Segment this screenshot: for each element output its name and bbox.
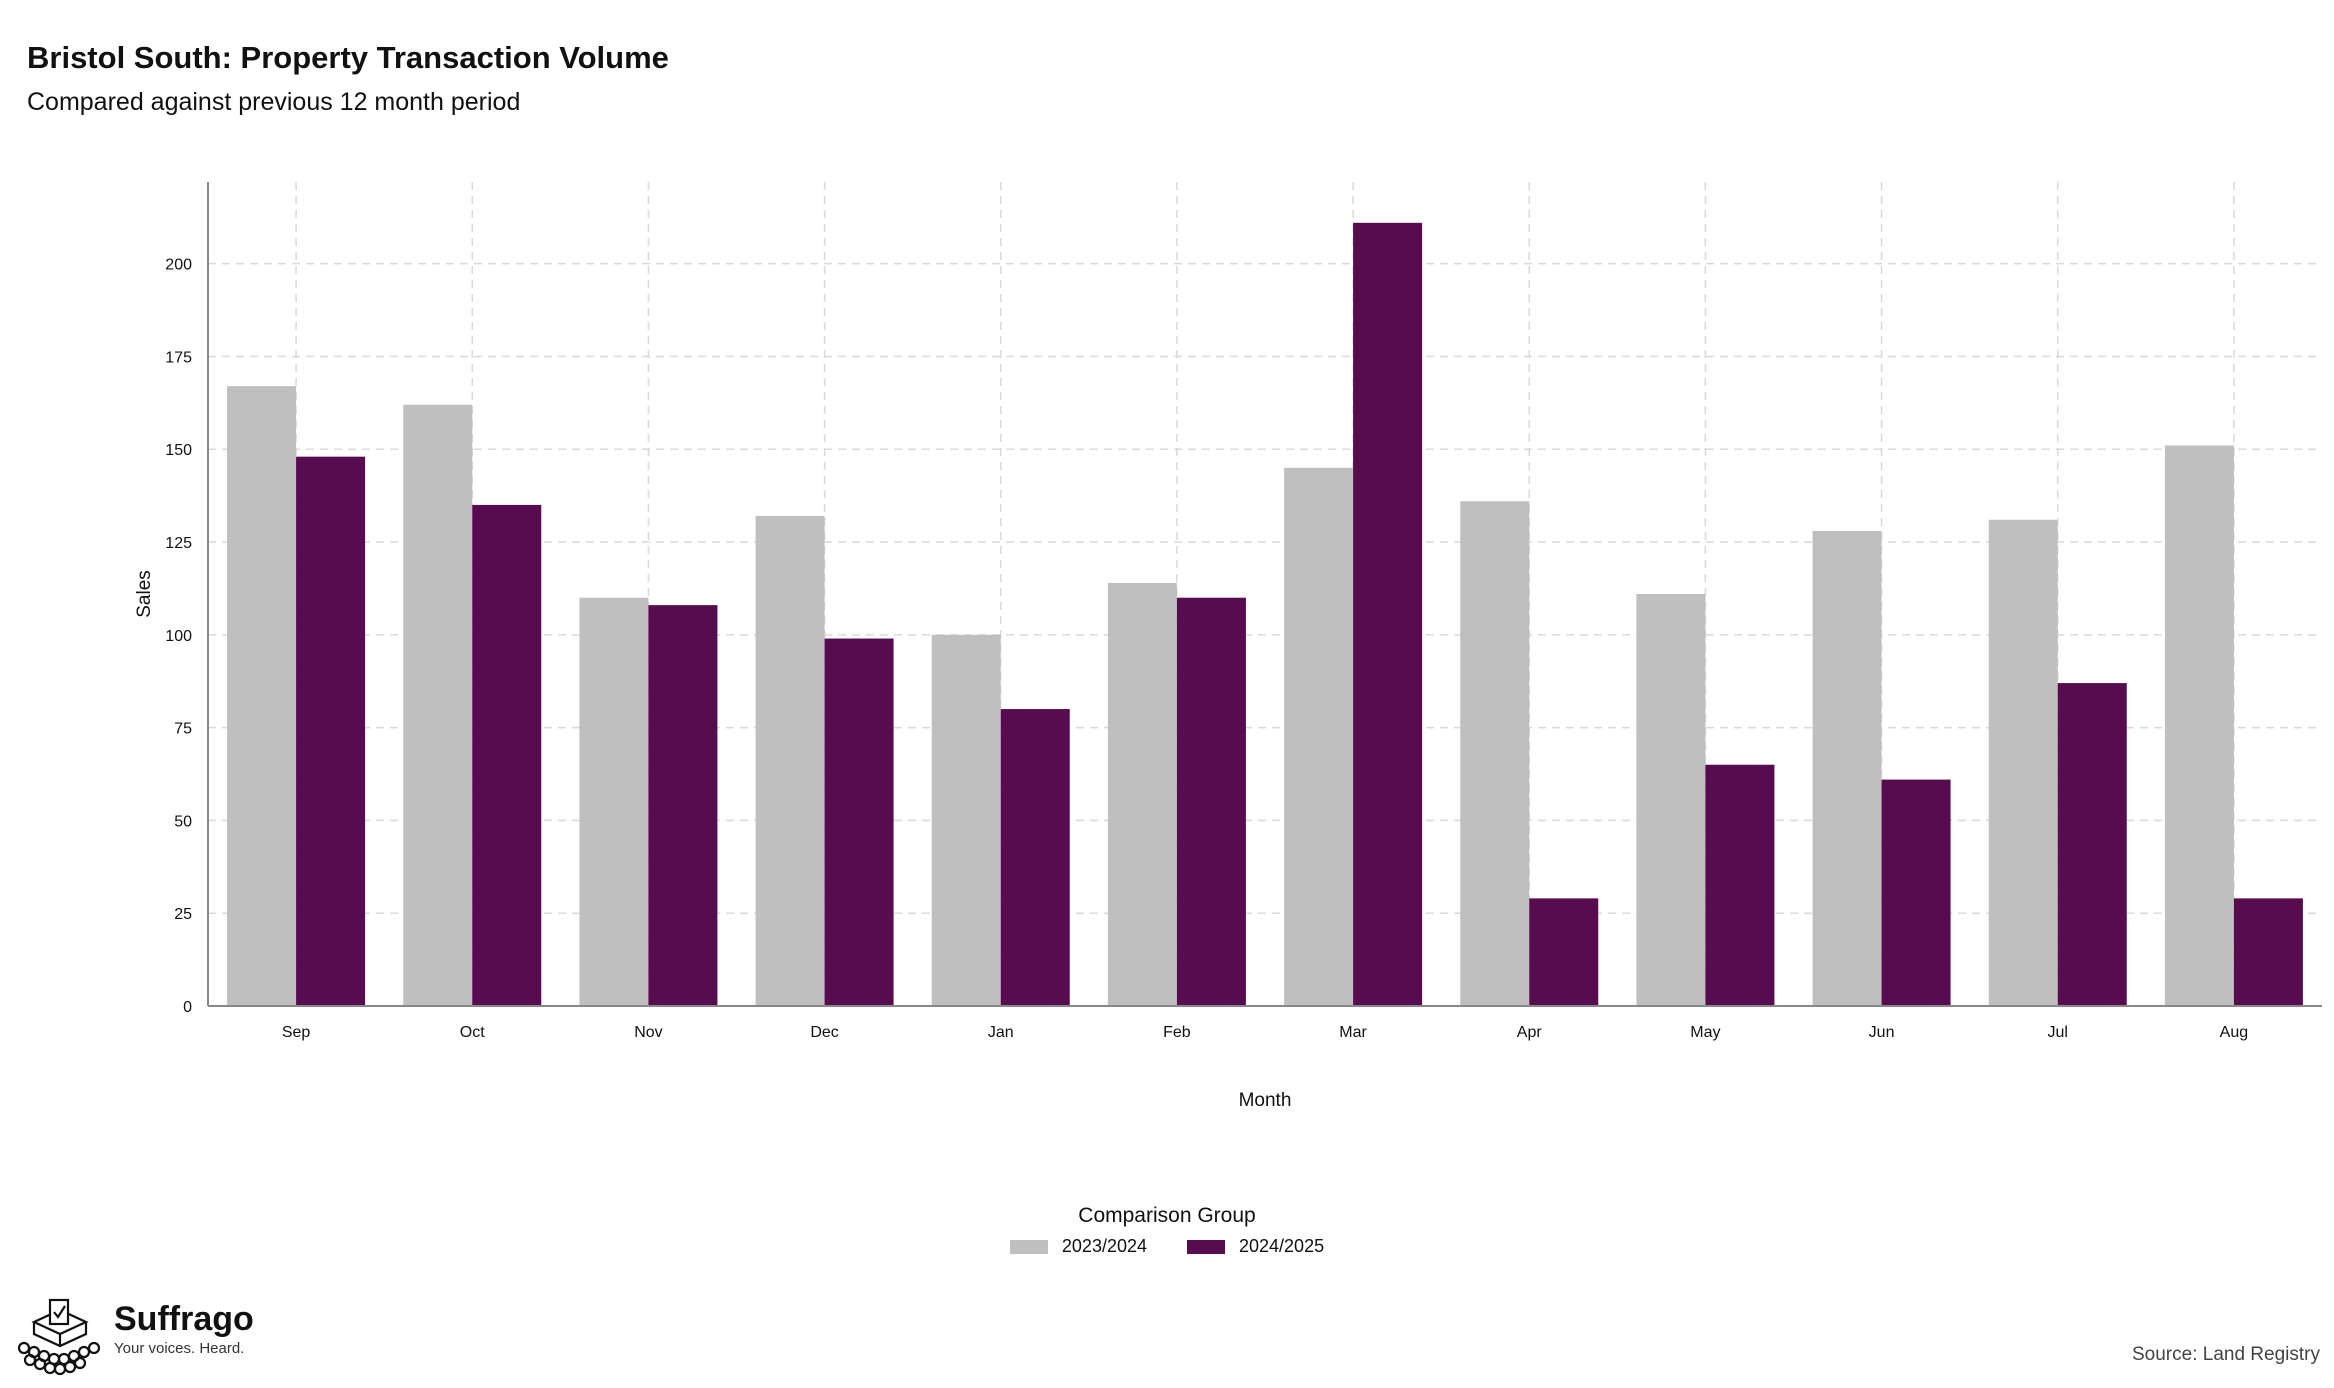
y-axis-title: Sales (134, 570, 155, 618)
legend-swatch-2023-2024 (1009, 1239, 1048, 1254)
x-tick-label: Mar (1339, 1024, 1367, 1041)
bar-2023-2024-feb (1107, 582, 1177, 1006)
x-tick-label: Apr (1517, 1024, 1543, 1041)
y-tick-label: 125 (165, 535, 192, 552)
legend-title: Comparison Group (1078, 1204, 1256, 1227)
x-tick-label: Jun (1869, 1024, 1895, 1041)
bar-2024-2025-may (1705, 764, 1775, 1006)
legend: Comparison Group 2023/2024 2024/2025 (0, 1204, 2334, 1257)
bar-2023-2024-jul (1988, 519, 2058, 1006)
bar-2024-2025-jun (1881, 779, 1951, 1006)
source-note: Source: Land Registry (2132, 1344, 2320, 1365)
y-tick-label: 25 (174, 906, 192, 923)
y-tick-label: 150 (165, 442, 192, 459)
y-tick-label: 200 (165, 257, 192, 274)
bar-2024-2025-nov (648, 605, 718, 1006)
y-tick-label: 50 (174, 813, 192, 830)
tick-labels: 0 25 50 75 100 125 150 175 200 Sep Oct Nov Dec Jan Feb… (165, 257, 2248, 1041)
brand-name: Suffrago (114, 1300, 254, 1338)
legend-item-2024-2025: 2024/2025 (1187, 1236, 1324, 1257)
chart-title: Bristol South: Property Transaction Volu… (27, 40, 669, 75)
x-tick-label: Feb (1163, 1024, 1191, 1041)
bar-2024-2025-dec (824, 638, 894, 1006)
y-tick-label: 0 (183, 999, 192, 1016)
bar-2023-2024-jun (1812, 530, 1882, 1006)
bar-2023-2024-aug (2164, 445, 2234, 1007)
bar-chart: 0 25 50 75 100 125 150 175 200 Sep Oct Nov Dec Jan Feb… (134, 182, 2322, 1111)
axes (207, 182, 2322, 1007)
bar-2024-2025-jul (2057, 683, 2127, 1006)
bar-2023-2024-dec (755, 516, 825, 1006)
x-tick-label: May (1690, 1024, 1720, 1041)
legend-label-2024-2025: 2024/2025 (1239, 1236, 1325, 1256)
y-tick-label: 100 (165, 628, 192, 645)
x-tick-label: Sep (282, 1024, 311, 1041)
bar-2024-2025-aug (2233, 898, 2303, 1006)
legend-swatch-2024-2025 (1187, 1239, 1225, 1254)
chart-subtitle: Compared against previous 12 month perio… (27, 88, 521, 116)
bar-2024-2025-apr (1529, 898, 1599, 1006)
bar-2024-2025-mar (1353, 222, 1423, 1006)
y-tick-label: 75 (174, 721, 192, 738)
bar-2023-2024-nov (579, 597, 649, 1006)
x-tick-label: Oct (460, 1024, 485, 1041)
bar-2024-2025-jan (1000, 709, 1070, 1006)
brand-tagline: Your voices. Heard. (114, 1340, 245, 1357)
x-axis-title: Month (1239, 1090, 1292, 1111)
bar-2023-2024-oct (403, 404, 473, 1006)
bar-2023-2024-mar (1284, 467, 1354, 1007)
legend-item-2023-2024: 2023/2024 (1009, 1236, 1147, 1257)
legend-label-2023-2024: 2023/2024 (1061, 1236, 1147, 1256)
x-tick-label: Jul (2048, 1024, 2068, 1041)
x-tick-label: Aug (2220, 1024, 2248, 1041)
bar-2024-2025-oct (472, 504, 542, 1006)
bars (227, 222, 2303, 1007)
bar-2024-2025-feb (1176, 597, 1246, 1006)
ballot-box-icon (17, 1298, 101, 1376)
bar-2024-2025-sep (296, 456, 366, 1007)
brand-logo: Suffrago Your voices. Heard. (14, 1296, 254, 1376)
bar-2023-2024-jan (931, 634, 1001, 1006)
y-tick-label: 175 (165, 349, 192, 366)
bar-2023-2024-may (1636, 594, 1706, 1006)
x-tick-label: Nov (634, 1024, 662, 1041)
bar-2023-2024-sep (227, 386, 297, 1006)
x-tick-label: Jan (988, 1024, 1014, 1041)
bar-2023-2024-apr (1460, 501, 1530, 1006)
x-tick-label: Dec (810, 1024, 838, 1041)
